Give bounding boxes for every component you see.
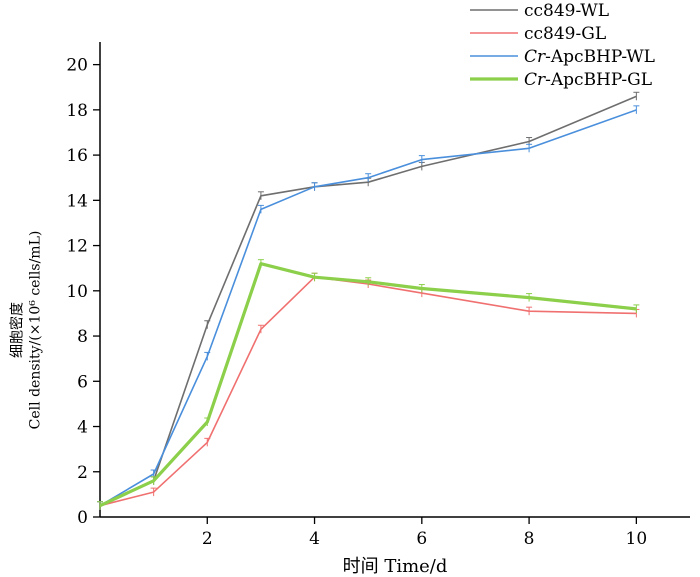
x-tick-label: 6 xyxy=(416,529,427,549)
y-axis-title-group: 细胞密度 Cell density/(×10⁶ cells/mL) xyxy=(9,231,44,430)
series-line-2 xyxy=(99,109,637,507)
legend-label-2: Cr-ApcBHP-WL xyxy=(524,47,655,67)
y-tick-label: 0 xyxy=(77,508,88,528)
y-tick-label: 14 xyxy=(66,191,88,211)
x-tick-label: 8 xyxy=(524,529,535,549)
x-tick-label: 10 xyxy=(626,529,648,549)
legend-label-3: Cr-ApcBHP-GL xyxy=(524,70,652,90)
legend-label-0: cc849-WL xyxy=(524,1,609,21)
series-lines xyxy=(97,91,640,510)
legend: cc849-WL cc849-GL Cr-ApcBHP-WL Cr-ApcBHP-GL xyxy=(470,1,655,90)
x-axis-title: 时间 Time/d xyxy=(343,556,448,577)
x-tick-label: 2 xyxy=(202,529,213,549)
y-tick-label: 20 xyxy=(66,56,88,76)
series-line-1 xyxy=(99,276,637,507)
axes: 0 2 4 6 8 10 12 14 16 18 20 2 4 6 8 10 xyxy=(66,42,690,549)
series-line-3 xyxy=(99,262,637,508)
y-tick-label: 4 xyxy=(77,418,88,438)
y-tick-label: 10 xyxy=(66,282,88,302)
legend-label-1: cc849-GL xyxy=(524,24,606,44)
y-axis-title-line1: 细胞密度 xyxy=(9,302,26,358)
y-tick-label: 12 xyxy=(66,237,88,257)
y-tick-label: 18 xyxy=(66,101,88,121)
y-tick-label: 2 xyxy=(77,463,88,483)
y-tick-label: 8 xyxy=(77,327,88,347)
y-tick-label: 6 xyxy=(77,372,88,392)
x-tick-label: 4 xyxy=(309,529,320,549)
y-axis-title-line2: Cell density/(×10⁶ cells/mL) xyxy=(28,231,44,430)
y-tick-label: 16 xyxy=(66,146,88,166)
